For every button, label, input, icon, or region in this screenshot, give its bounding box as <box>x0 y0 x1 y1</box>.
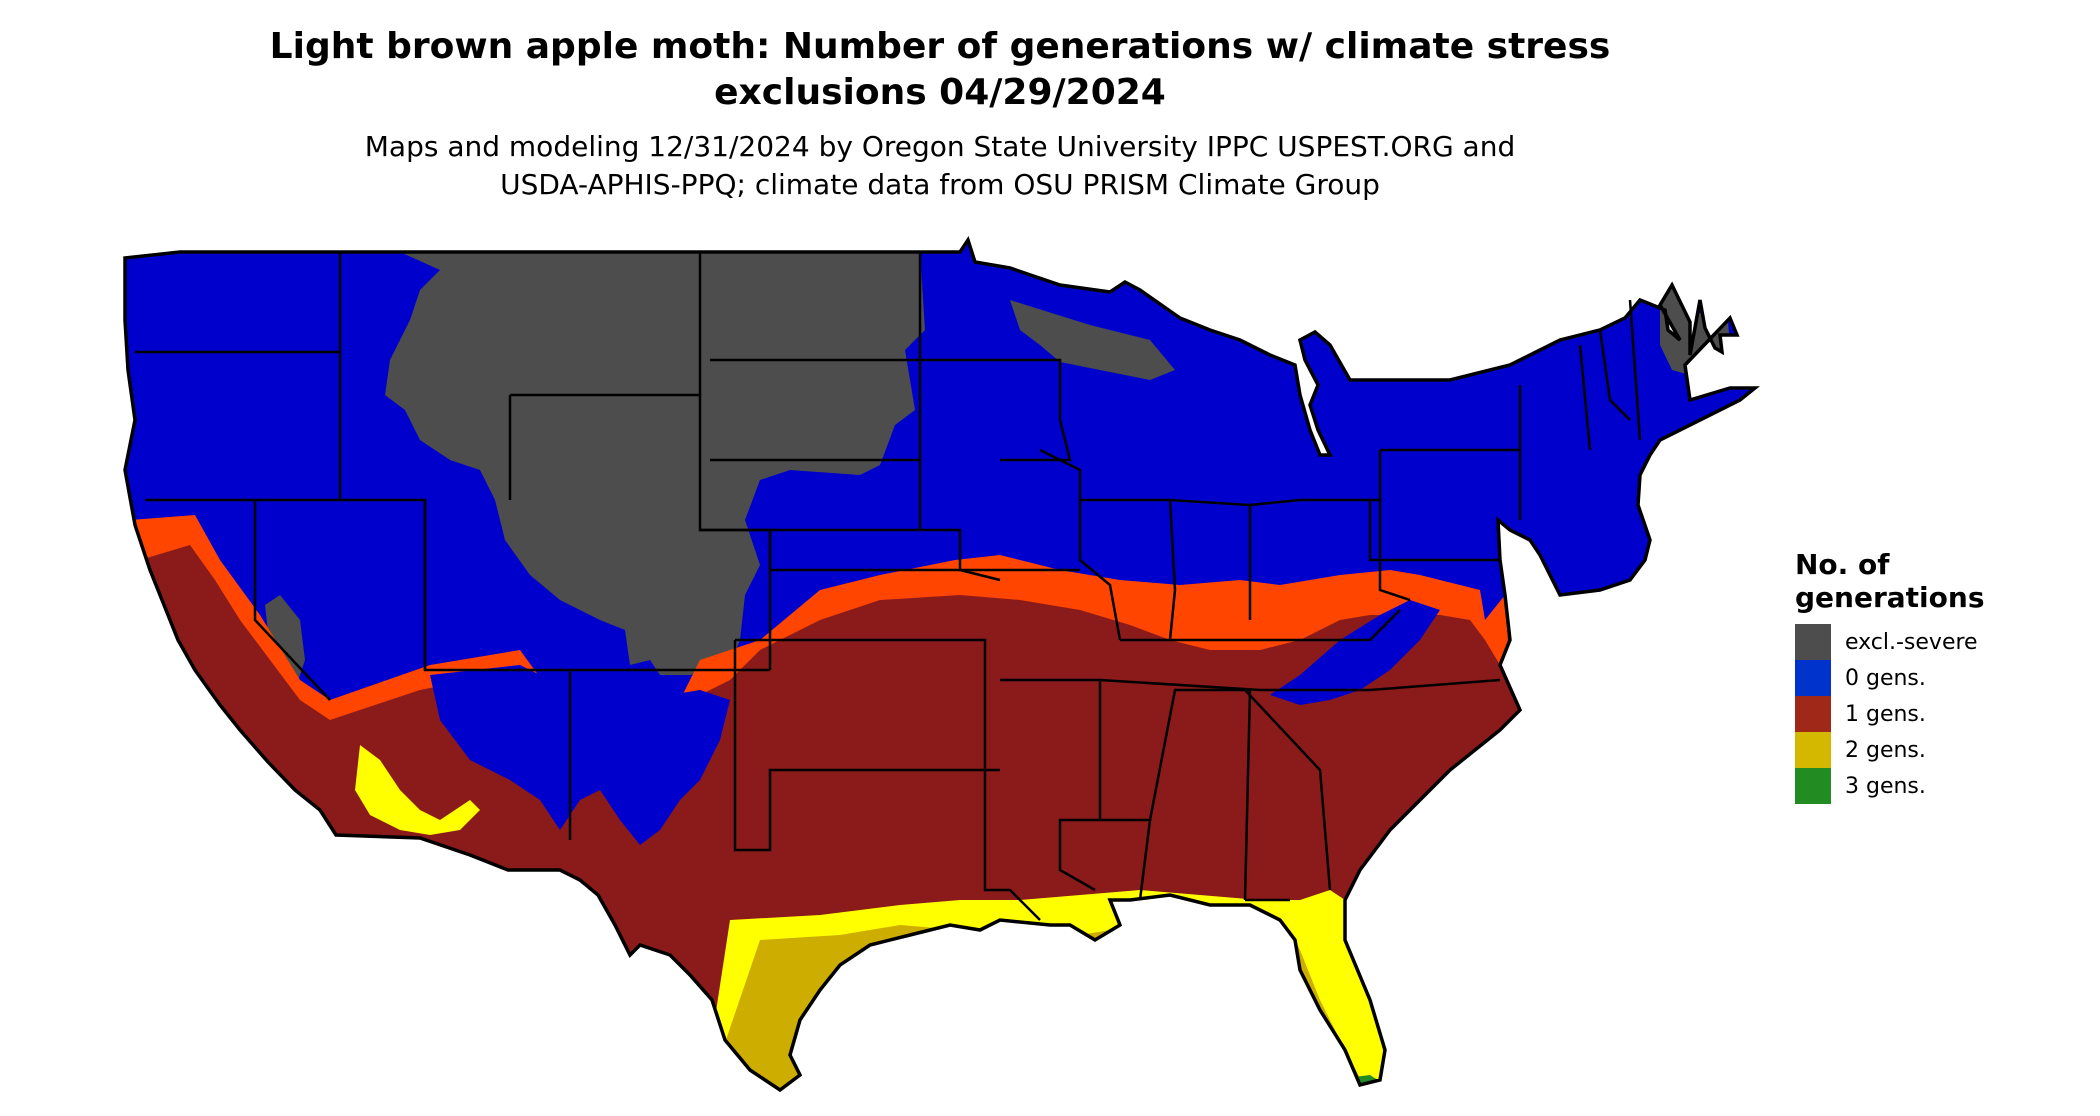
map-subtitle-line-2: USDA-APHIS-PPQ; climate data from OSU PR… <box>500 168 1380 201</box>
legend-title-line-2: generations <box>1795 581 1985 614</box>
region-excluded-nevada <box>265 595 305 690</box>
legend-swatch-one-gens <box>1795 696 1831 732</box>
map-title-line-1: Light brown apple moth: Number of genera… <box>269 26 1611 67</box>
region-two-gens <box>700 925 1380 1090</box>
legend-label-zero-gens: 0 gens. <box>1845 665 1926 691</box>
legend-swatch-three-gens <box>1795 768 1831 804</box>
map-title: Light brown apple moth: Number of genera… <box>0 24 1880 116</box>
legend-item-two-gens: 2 gens. <box>1795 732 1984 768</box>
legend-label-excluded: excl.-severe <box>1845 629 1978 655</box>
legend-item-one-gens: 1 gens. <box>1795 696 1984 732</box>
legend: No. of generations excl.-severe 0 gens. … <box>1795 548 1984 804</box>
map-title-line-2: exclusions 04/29/2024 <box>714 72 1166 113</box>
legend-label-two-gens: 2 gens. <box>1845 737 1926 763</box>
state-borders <box>123 238 1757 1092</box>
legend-title-line-1: No. of <box>1795 548 1890 581</box>
legend-swatch-zero-gens <box>1795 660 1831 696</box>
region-three-gens <box>1310 1075 1385 1090</box>
legend-title: No. of generations <box>1795 548 1984 614</box>
legend-swatch-excluded <box>1795 624 1831 660</box>
region-excluded-great-lakes <box>1010 300 1175 380</box>
legend-item-three-gens: 3 gens. <box>1795 768 1984 804</box>
map-subtitle: Maps and modeling 12/31/2024 by Oregon S… <box>0 128 1880 204</box>
region-excluded-plains <box>385 252 925 675</box>
legend-item-excluded: excl.-severe <box>1795 624 1984 660</box>
generation-regions <box>125 240 1755 1090</box>
legend-swatch-two-gens <box>1795 732 1831 768</box>
legend-item-zero-gens: 0 gens. <box>1795 660 1984 696</box>
region-zero-gens-southwest <box>430 665 730 845</box>
legend-label-one-gens: 1 gens. <box>1845 701 1926 727</box>
region-two-gens-desert <box>355 745 480 835</box>
region-zero-gens-appalachia <box>1270 600 1440 705</box>
legend-label-three-gens: 3 gens. <box>1845 773 1926 799</box>
map-subtitle-line-1: Maps and modeling 12/31/2024 by Oregon S… <box>364 130 1516 163</box>
